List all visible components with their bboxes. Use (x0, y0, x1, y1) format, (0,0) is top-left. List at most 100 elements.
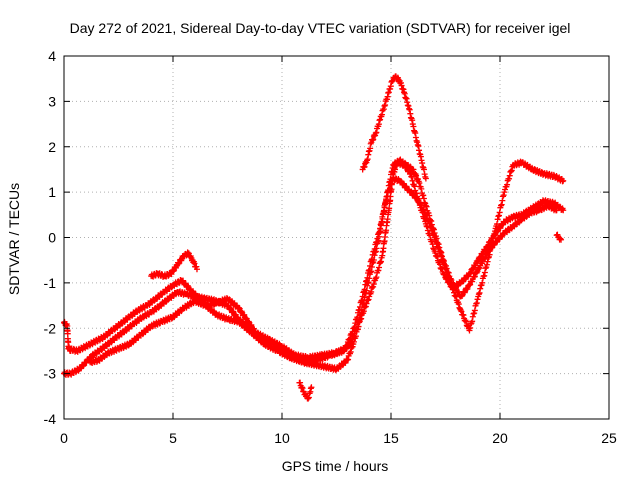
data-point (495, 212, 502, 219)
data-point (475, 291, 482, 298)
x-axis-title: GPS time / hours (282, 458, 389, 474)
data-point (560, 207, 567, 214)
data-point (560, 177, 567, 184)
data-point (502, 186, 509, 193)
data-point (493, 221, 500, 228)
data-point (500, 193, 507, 200)
data-point (305, 395, 312, 402)
data-point (430, 225, 437, 232)
y-tick-label: 2 (48, 139, 56, 155)
data-point (364, 297, 371, 304)
data-point (373, 274, 380, 281)
data-point (483, 261, 490, 268)
grid (64, 56, 609, 419)
data-point (553, 207, 560, 214)
data-point (349, 343, 356, 350)
data-point (422, 202, 429, 209)
data-point (371, 252, 378, 259)
data-point (477, 285, 484, 292)
data-point (482, 265, 489, 272)
data-point (368, 264, 375, 271)
data-point (420, 192, 427, 199)
data-point (435, 241, 442, 248)
data-point (431, 229, 438, 236)
data-point (557, 235, 564, 242)
data-point (484, 258, 491, 265)
data-point (498, 201, 505, 208)
x-tick-label: 5 (169, 430, 177, 446)
data-point (496, 209, 503, 216)
data-point (362, 303, 369, 310)
data-point (476, 289, 483, 296)
data-point (455, 301, 462, 308)
data-point (469, 313, 476, 320)
x-tick-label: 20 (492, 430, 508, 446)
data-point (433, 235, 440, 242)
y-tick-label: 0 (48, 230, 56, 246)
data-point (471, 310, 478, 317)
data-point (498, 233, 505, 240)
data-point (385, 89, 392, 96)
data-point (352, 326, 359, 333)
data-point (437, 248, 444, 255)
data-point (440, 257, 447, 264)
data-point (67, 347, 74, 354)
data-point (369, 260, 376, 267)
data-point (372, 248, 379, 255)
data-point (558, 236, 565, 243)
data-point (438, 249, 445, 256)
data-point (440, 257, 447, 264)
data-point (471, 273, 478, 280)
data-point (490, 233, 497, 240)
data-point (375, 267, 382, 274)
data-point (377, 259, 384, 266)
data-point (504, 181, 511, 188)
data-point (387, 85, 394, 92)
data-point (471, 307, 478, 314)
series-track-h (553, 231, 565, 243)
data-point (443, 265, 450, 272)
data-point (414, 197, 421, 204)
data-point (473, 300, 480, 307)
data-point (491, 228, 498, 235)
y-tick-label: -2 (44, 320, 57, 336)
data-point (495, 213, 502, 220)
data-point (354, 321, 361, 328)
data-point (464, 285, 471, 292)
data-series (61, 73, 567, 402)
data-point (372, 275, 379, 282)
data-point (448, 277, 455, 284)
data-point (506, 175, 513, 182)
data-point (175, 260, 182, 267)
data-point (363, 287, 370, 294)
data-point (423, 203, 430, 210)
data-point (360, 299, 367, 306)
data-point (370, 283, 377, 290)
data-point (440, 270, 447, 277)
data-point (367, 269, 374, 276)
data-point (473, 300, 480, 307)
data-point (170, 268, 177, 275)
y-tick-label: 4 (48, 48, 56, 64)
x-tick-label: 25 (601, 430, 617, 446)
data-point (411, 183, 418, 190)
data-point (486, 238, 493, 245)
data-point (438, 253, 445, 260)
data-point (356, 316, 363, 323)
data-point (460, 312, 467, 319)
series-track-c (87, 156, 560, 367)
data-point (508, 167, 515, 174)
data-point (348, 338, 355, 345)
data-point (491, 232, 498, 239)
series-track-d (61, 318, 74, 354)
data-point (351, 330, 358, 337)
data-point (388, 78, 395, 85)
data-point (420, 195, 427, 202)
data-point (469, 318, 476, 325)
data-point (376, 264, 383, 271)
data-point (368, 268, 375, 275)
data-point (80, 363, 87, 370)
data-point (447, 275, 454, 282)
data-point (193, 266, 200, 273)
